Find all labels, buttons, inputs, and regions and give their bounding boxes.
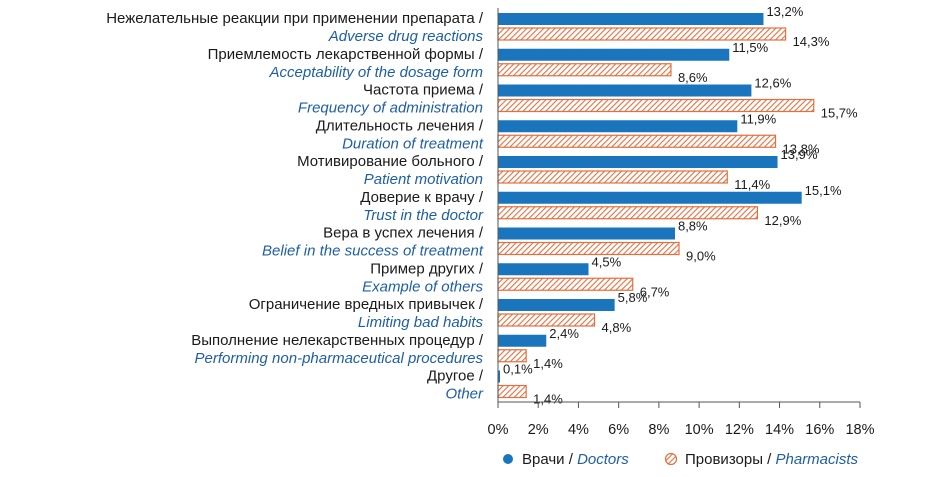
- category-label-ru: Частота приема /: [363, 82, 484, 99]
- value-label-pharmacists: 9,0%: [686, 249, 716, 264]
- category-label-en: Belief in the success of treatment: [262, 243, 484, 260]
- value-label-pharmacists: 13,8%: [783, 141, 820, 156]
- value-label-doctors: 8,8%: [678, 219, 708, 234]
- x-tick-label: 16%: [805, 422, 834, 438]
- value-label-pharmacists: 14,3%: [793, 34, 830, 49]
- bar-doctors: [498, 156, 778, 168]
- category-label-en: Adverse drug reactions: [328, 28, 484, 45]
- legend-label-pharmacists: Провизоры / Pharmacists: [685, 451, 859, 468]
- category-label-ru: Доверие к врачу /: [360, 189, 484, 206]
- bar-doctors: [498, 84, 752, 97]
- category-label-en: Performing non-pharmaceutical procedures: [195, 350, 484, 367]
- value-label-pharmacists: 11,4%: [734, 177, 770, 192]
- value-label-pharmacists: 15,7%: [821, 106, 858, 121]
- value-label-doctors: 4,5%: [592, 254, 622, 269]
- category-label-ru: Вера в успех лечения /: [323, 225, 484, 242]
- x-tick-label: 4%: [568, 422, 589, 438]
- value-label-pharmacists: 12,9%: [764, 213, 801, 228]
- category-label-ru: Выполнение нелекарственных процедур /: [191, 332, 484, 349]
- value-label-pharmacists: 1,4%: [533, 392, 563, 407]
- category-label-ru: Длительность лечения /: [316, 117, 484, 134]
- bar-doctors: [498, 13, 764, 25]
- bar-pharmacists: [497, 349, 527, 363]
- legend-label-doctors: Врачи / Doctors: [522, 451, 629, 468]
- bar-pharmacists: [497, 277, 634, 291]
- x-tick-label: 10%: [685, 422, 714, 438]
- bar-doctors: [498, 48, 730, 61]
- category-label-en: Trust in the doctor: [363, 207, 484, 224]
- category-label-ru: Приемлемость лекарственной формы /: [208, 46, 484, 63]
- bar-pharmacists: [497, 241, 680, 256]
- bar-doctors: [498, 120, 738, 133]
- category-label-en: Acceptability of the dosage form: [269, 64, 483, 81]
- value-label-doctors: 11,5%: [732, 40, 768, 55]
- value-label-doctors: 13,2%: [766, 4, 803, 19]
- value-label-pharmacists: 1,4%: [533, 356, 563, 371]
- category-label-en: Limiting bad habits: [358, 314, 484, 331]
- category-label-ru: Другое /: [427, 368, 484, 385]
- bar-doctors: [498, 227, 675, 240]
- value-label-pharmacists: 6,7%: [640, 284, 670, 299]
- bar-pharmacists: [497, 134, 777, 148]
- value-label-doctors: 5,8%: [618, 290, 648, 305]
- category-label-en: Patient motivation: [364, 171, 483, 188]
- value-label-doctors: 15,1%: [805, 183, 842, 198]
- bar-doctors: [498, 370, 501, 383]
- value-label-doctors: 13,9%: [781, 147, 818, 162]
- bar-doctors: [498, 191, 802, 204]
- bar-doctors: [498, 334, 547, 347]
- category-label-en: Duration of treatment: [342, 135, 484, 152]
- category-label-ru: Мотивирование больного /: [297, 153, 484, 170]
- category-label-en: Example of others: [362, 278, 483, 295]
- bar-pharmacists: [497, 206, 759, 220]
- category-label-ru: Нежелательные реакции при применении пре…: [106, 10, 484, 27]
- value-label-pharmacists: 4,8%: [602, 320, 632, 335]
- x-tick-label: 0%: [488, 422, 509, 438]
- legend-marker-pharmacists: [664, 452, 678, 466]
- bar-pharmacists: [497, 27, 787, 41]
- value-label-doctors: 2,4%: [549, 326, 579, 341]
- x-tick-label: 18%: [845, 422, 874, 438]
- category-label-en: Frequency of administration: [298, 100, 483, 117]
- category-label-en: Other: [445, 386, 484, 403]
- x-tick-label: 6%: [608, 422, 629, 438]
- x-tick-label: 12%: [725, 422, 754, 438]
- bar-pharmacists: [497, 63, 672, 77]
- bar-pharmacists: [497, 98, 815, 113]
- x-tick-label: 8%: [648, 422, 669, 438]
- value-label-pharmacists: 8,6%: [678, 70, 708, 85]
- bar-doctors: [498, 299, 615, 311]
- x-tick-label: 2%: [528, 422, 549, 438]
- value-label-doctors: 11,9%: [740, 111, 776, 126]
- bar-pharmacists: [497, 384, 527, 399]
- x-tick-label: 14%: [765, 422, 794, 438]
- bar-pharmacists: [497, 170, 728, 184]
- bar-pharmacists: [497, 313, 596, 327]
- bar-doctors: [498, 263, 589, 276]
- category-label-ru: Пример других /: [370, 260, 484, 277]
- legend-marker-doctors: [503, 454, 513, 464]
- value-label-doctors: 12,6%: [754, 76, 791, 91]
- value-label-doctors: 0,1%: [503, 362, 533, 377]
- category-label-ru: Ограничение вредных привычек /: [249, 296, 484, 313]
